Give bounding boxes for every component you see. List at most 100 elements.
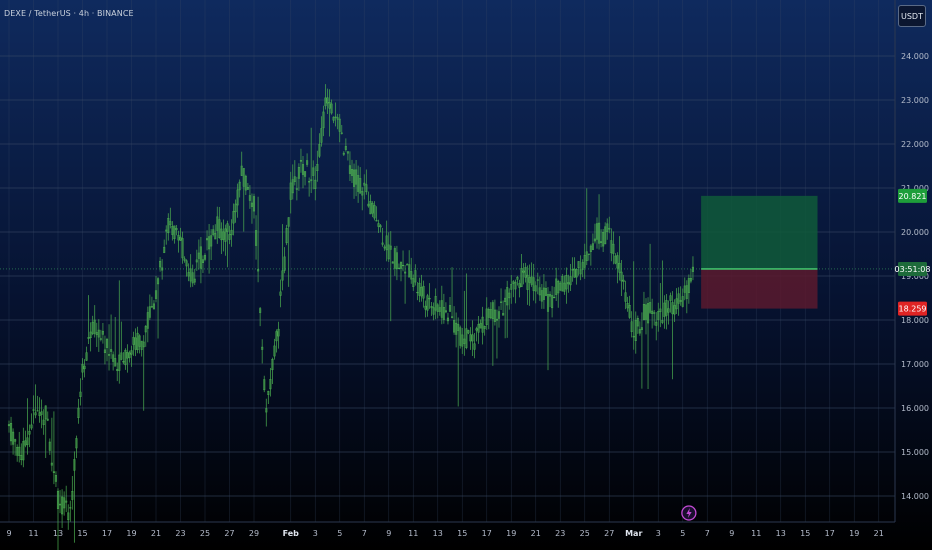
candle-body xyxy=(220,228,223,241)
candle-body xyxy=(283,256,286,271)
candle-body xyxy=(99,338,102,340)
candle-body xyxy=(293,176,296,182)
candle-body xyxy=(177,235,180,241)
x-tick-label: 19 xyxy=(126,529,136,538)
symbol-title: DEXE / TetherUS · 4h · BINANCE xyxy=(4,9,134,18)
candle-body xyxy=(373,205,376,219)
candle-body xyxy=(75,438,78,449)
current-price-label: 03:51:08 xyxy=(895,265,931,274)
candle-body xyxy=(675,298,678,310)
candle-body xyxy=(210,235,213,247)
y-tick-label: 22.000 xyxy=(901,140,929,149)
candle-body xyxy=(620,271,623,282)
candle-body xyxy=(205,238,209,241)
candle-body xyxy=(208,236,211,250)
candle-body xyxy=(404,271,407,274)
candle-body xyxy=(471,334,474,342)
candle-body xyxy=(546,294,550,312)
candle-body xyxy=(118,354,121,371)
candle-body xyxy=(573,268,576,278)
candle-body xyxy=(499,301,503,303)
candle-body xyxy=(34,412,37,416)
candle-body xyxy=(130,350,133,355)
candle-body xyxy=(50,462,53,466)
currency-button[interactable]: USDT xyxy=(898,5,926,27)
candle-body xyxy=(604,226,607,245)
candle-body xyxy=(230,229,233,236)
candle-body xyxy=(218,219,221,238)
position-layer xyxy=(0,195,895,309)
candle-body xyxy=(197,252,200,259)
candle-body xyxy=(71,491,74,500)
candle-body xyxy=(559,282,562,291)
x-tick-label: 13 xyxy=(53,529,63,538)
candle-body xyxy=(271,358,274,371)
candle-body xyxy=(591,243,594,250)
target-price-label: 20.821 xyxy=(899,192,927,201)
candle-body xyxy=(48,441,51,451)
candle-body xyxy=(681,296,684,307)
x-axis: 9 11 13 15 17 19 21 23 25 27 29 Feb 3 5 7 9 11 13 15 17 19 21… xyxy=(6,529,883,538)
candle-body xyxy=(128,352,131,358)
candle-body xyxy=(154,290,158,299)
y-tick-label: 24.000 xyxy=(901,52,929,61)
candle-body xyxy=(375,220,378,222)
candle-body xyxy=(142,341,145,348)
candle-body xyxy=(124,349,127,366)
candle-body xyxy=(61,496,64,515)
candle-body xyxy=(365,184,368,193)
candle-body xyxy=(655,321,658,326)
candle-body xyxy=(240,165,243,176)
candle-body xyxy=(663,302,666,317)
candle-body xyxy=(691,266,695,272)
x-tick-label: 27 xyxy=(224,529,234,538)
x-tick-label: 27 xyxy=(604,529,614,538)
candle-body xyxy=(312,167,315,176)
candle-body xyxy=(514,281,517,290)
x-tick-label: 11 xyxy=(28,529,38,538)
candle-body xyxy=(561,276,564,292)
y-tick-label: 20.000 xyxy=(901,228,929,237)
candle-body xyxy=(175,228,178,231)
stop-price-label: 18.259 xyxy=(899,305,927,314)
candle-body xyxy=(422,285,425,299)
candle-body xyxy=(469,334,472,342)
candle-body xyxy=(379,225,382,228)
candle-body xyxy=(465,328,468,348)
candle-body xyxy=(446,317,450,322)
candle-body xyxy=(583,255,586,268)
candle-body xyxy=(420,287,423,297)
candle-body xyxy=(85,352,88,361)
candle-body xyxy=(179,236,182,241)
y-tick-label: 18.000 xyxy=(901,316,929,325)
candle-body xyxy=(169,221,172,226)
candle-body xyxy=(242,168,245,187)
candle-body xyxy=(18,446,21,456)
candle-body xyxy=(453,320,456,333)
candle-body xyxy=(538,287,541,296)
candle-body xyxy=(163,246,166,253)
candle-body xyxy=(152,303,156,310)
candle-body xyxy=(367,203,370,207)
candle-body xyxy=(555,278,558,295)
candle-body xyxy=(414,270,417,283)
candle-body xyxy=(608,227,611,230)
candle-body xyxy=(195,259,198,263)
candle-body xyxy=(105,338,109,348)
candle-body xyxy=(181,238,184,259)
candle-body xyxy=(448,305,452,312)
candle-body xyxy=(418,282,421,296)
candle-body xyxy=(93,319,96,334)
candle-body xyxy=(306,160,309,165)
candle-body xyxy=(214,233,217,240)
x-tick-label: 21 xyxy=(874,529,884,538)
candle-body xyxy=(326,97,329,104)
x-tick-label: Mar xyxy=(625,529,642,538)
candle-body xyxy=(273,345,276,357)
candle-body xyxy=(279,291,282,296)
candle-body xyxy=(389,245,392,250)
candle-body xyxy=(459,327,462,346)
candle-body xyxy=(689,277,692,282)
